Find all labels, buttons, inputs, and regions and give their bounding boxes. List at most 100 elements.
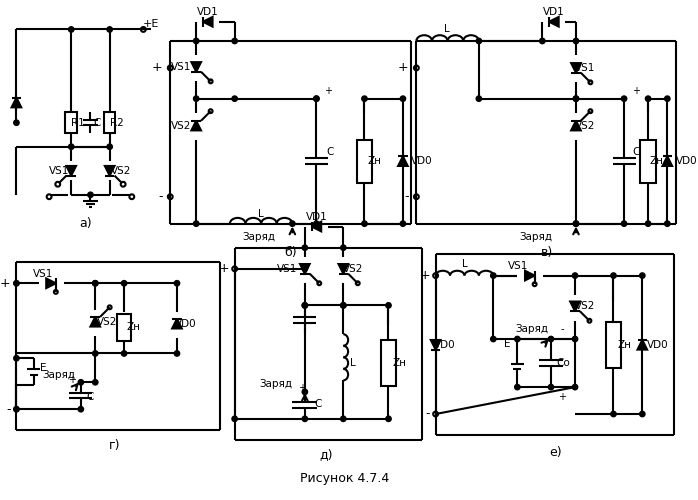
Text: в): в) <box>541 246 554 259</box>
Text: VS1: VS1 <box>575 63 596 73</box>
Polygon shape <box>46 278 56 288</box>
Circle shape <box>302 245 308 250</box>
Bar <box>104 112 115 134</box>
Text: VD0: VD0 <box>676 156 697 166</box>
Circle shape <box>572 336 578 342</box>
Text: Zн: Zн <box>392 358 406 368</box>
Circle shape <box>572 273 578 278</box>
Circle shape <box>88 192 93 198</box>
Circle shape <box>68 27 74 32</box>
Text: +: + <box>68 376 76 386</box>
Circle shape <box>93 351 98 356</box>
Circle shape <box>611 273 616 278</box>
Text: VS1: VS1 <box>170 62 191 72</box>
Circle shape <box>302 302 308 308</box>
Circle shape <box>549 336 554 342</box>
Polygon shape <box>571 63 581 72</box>
Text: Рисунок 4.7.4: Рисунок 4.7.4 <box>299 472 389 485</box>
Text: +: + <box>558 392 567 402</box>
Polygon shape <box>105 166 114 175</box>
Circle shape <box>573 221 579 226</box>
Circle shape <box>341 302 346 308</box>
Text: Zн: Zн <box>617 340 631 350</box>
Text: VS1: VS1 <box>277 264 298 274</box>
Circle shape <box>193 38 199 44</box>
Circle shape <box>93 280 98 286</box>
Text: VS2: VS2 <box>343 264 363 274</box>
Text: VD1: VD1 <box>306 212 327 222</box>
Text: VS2: VS2 <box>96 316 117 326</box>
Text: C: C <box>94 118 101 128</box>
Text: +E: +E <box>143 18 159 28</box>
Circle shape <box>664 96 670 102</box>
Text: Zн: Zн <box>127 322 141 332</box>
Circle shape <box>476 96 482 102</box>
Text: C: C <box>632 146 639 156</box>
Text: -: - <box>560 324 564 334</box>
Text: +: + <box>0 277 10 290</box>
Text: б): б) <box>284 246 297 259</box>
Text: -: - <box>158 190 163 203</box>
Circle shape <box>573 96 579 102</box>
Circle shape <box>232 416 237 422</box>
Bar <box>66 112 77 134</box>
Circle shape <box>193 221 199 226</box>
Circle shape <box>476 38 482 44</box>
Circle shape <box>664 221 670 226</box>
Text: VS2: VS2 <box>574 302 595 312</box>
Polygon shape <box>300 264 310 274</box>
Text: +: + <box>324 86 332 96</box>
Polygon shape <box>339 264 348 274</box>
Circle shape <box>121 280 127 286</box>
Circle shape <box>549 384 554 390</box>
Polygon shape <box>549 17 558 26</box>
Circle shape <box>14 120 19 126</box>
Bar <box>117 314 131 341</box>
Text: VD0: VD0 <box>434 340 456 350</box>
Circle shape <box>107 144 112 150</box>
Text: +: + <box>152 62 163 74</box>
Circle shape <box>639 412 645 416</box>
Text: L: L <box>461 259 468 269</box>
Text: E: E <box>505 339 511 349</box>
Circle shape <box>313 96 319 102</box>
Text: R2: R2 <box>110 118 124 128</box>
Polygon shape <box>91 317 100 326</box>
Circle shape <box>400 221 406 226</box>
Circle shape <box>573 221 579 226</box>
Text: VD1: VD1 <box>543 7 565 17</box>
Text: VS2: VS2 <box>111 166 131 176</box>
Text: L: L <box>444 24 450 34</box>
Polygon shape <box>571 121 581 130</box>
Text: +: + <box>218 262 229 276</box>
Text: C: C <box>87 392 94 402</box>
Text: Zн: Zн <box>650 156 664 166</box>
Text: C: C <box>315 400 322 409</box>
Circle shape <box>302 266 308 272</box>
Text: Zн: Zн <box>367 156 381 166</box>
Text: Заряд: Заряд <box>519 232 552 242</box>
Text: VS2: VS2 <box>575 120 596 130</box>
Circle shape <box>78 380 84 385</box>
Circle shape <box>341 416 346 422</box>
Circle shape <box>107 27 112 32</box>
Text: VS1: VS1 <box>508 261 528 271</box>
Text: L: L <box>258 209 264 219</box>
Circle shape <box>386 302 391 308</box>
Text: VD0: VD0 <box>174 318 196 328</box>
Polygon shape <box>525 271 535 280</box>
Circle shape <box>290 221 295 226</box>
Text: VD0: VD0 <box>410 156 432 166</box>
Circle shape <box>491 273 496 278</box>
Bar <box>381 340 396 386</box>
Circle shape <box>621 96 627 102</box>
Circle shape <box>14 356 19 361</box>
Polygon shape <box>203 17 213 26</box>
Circle shape <box>93 280 98 286</box>
Circle shape <box>174 351 179 356</box>
Circle shape <box>573 96 579 102</box>
Text: -: - <box>6 402 10 415</box>
Text: д): д) <box>319 448 333 461</box>
Circle shape <box>400 96 406 102</box>
Circle shape <box>174 280 179 286</box>
